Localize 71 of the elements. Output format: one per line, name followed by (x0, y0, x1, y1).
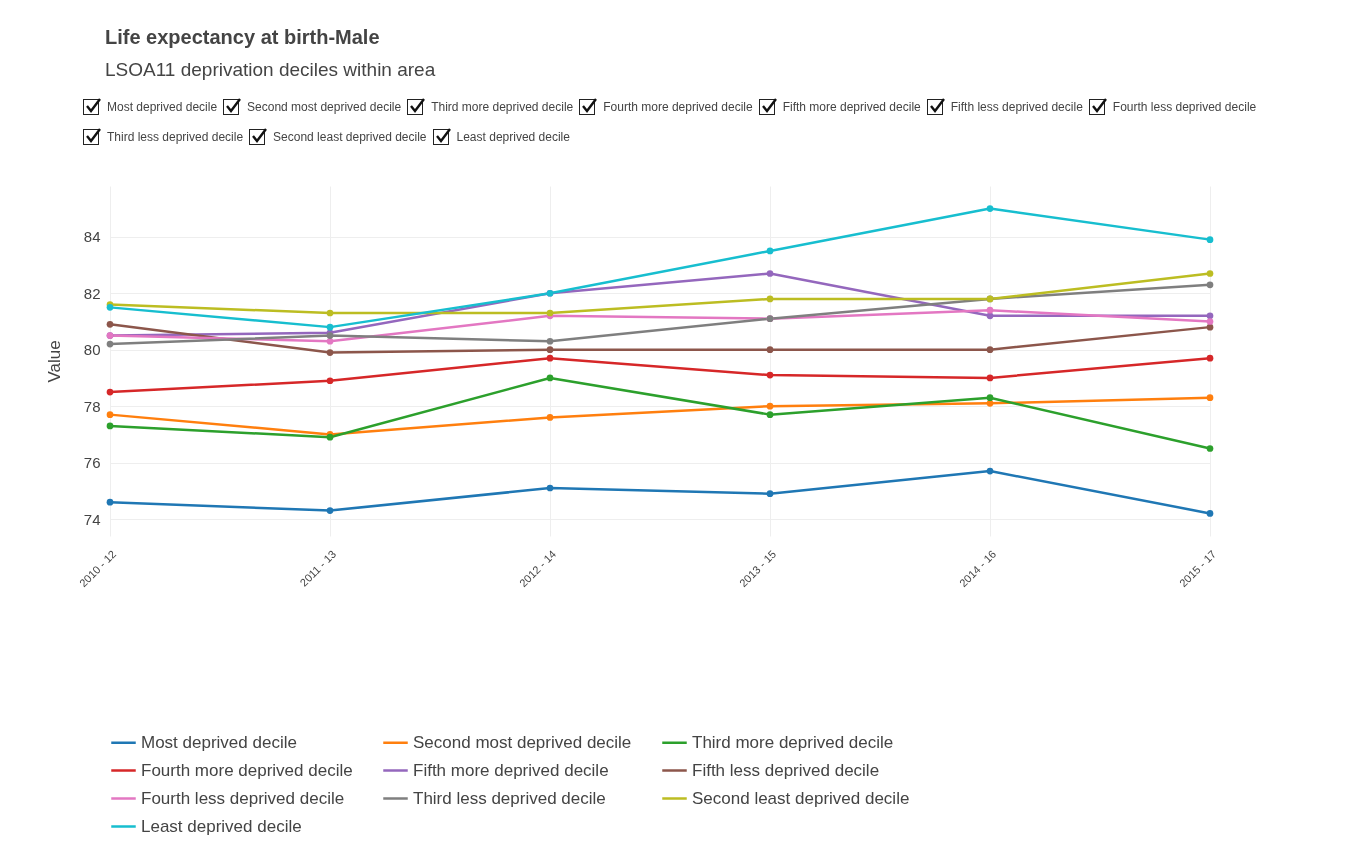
point (1206, 510, 1214, 517)
point (766, 371, 774, 379)
legend-label: Third less deprived decile (413, 788, 606, 808)
point (326, 337, 334, 345)
y-tick-label: 80 (83, 341, 101, 359)
point (766, 411, 774, 418)
text: Fifth more deprived decile (782, 100, 921, 114)
point (986, 394, 994, 402)
point (766, 295, 774, 303)
point (1206, 270, 1214, 277)
point (106, 498, 114, 506)
point (1206, 354, 1214, 362)
legend-label: Fifth less deprived decile (692, 760, 880, 780)
point (326, 377, 334, 385)
point (546, 354, 554, 362)
point (546, 484, 554, 492)
point (766, 402, 774, 410)
y-tick-label: 82 (83, 284, 101, 302)
text: Third less deprived decile (107, 130, 244, 144)
point (546, 374, 554, 382)
point (106, 320, 114, 328)
point (766, 490, 774, 498)
point (1206, 394, 1214, 402)
text: Second least deprived decile (273, 130, 427, 144)
text: Fourth less deprived decile (1112, 100, 1257, 114)
point (106, 422, 114, 430)
point (986, 312, 994, 320)
point (766, 270, 774, 277)
point (986, 306, 994, 314)
point (1206, 236, 1214, 243)
point (1206, 445, 1214, 452)
point (986, 346, 994, 354)
legend-label: Fourth more deprived decile (141, 760, 353, 780)
text: Most deprived decile (107, 100, 218, 114)
legend-label: Most deprived decile (141, 732, 297, 752)
point (106, 340, 114, 348)
point (106, 411, 114, 418)
point (1206, 318, 1214, 325)
text: Second most deprived decile (247, 100, 402, 114)
text: Fourth more deprived decile (603, 100, 753, 114)
point (546, 346, 554, 354)
point (546, 414, 554, 421)
y-axis-title: Value (44, 340, 64, 383)
y-tick-label: 74 (83, 510, 101, 528)
point (986, 467, 994, 475)
text: Least deprived decile (456, 130, 570, 144)
point (986, 374, 994, 382)
point (986, 399, 994, 407)
chart-subtitle: LSOA11 deprivation deciles within area (105, 59, 437, 81)
point (546, 337, 554, 345)
chart-title: Life expectancy at birth-Male (105, 26, 381, 49)
legend-label: Third more deprived decile (692, 732, 894, 752)
point (326, 349, 334, 356)
y-tick-label: 76 (83, 454, 101, 472)
point (1206, 281, 1214, 289)
point (986, 205, 994, 212)
point (766, 247, 774, 255)
y-tick-label: 84 (83, 228, 101, 246)
point (766, 346, 774, 354)
text: Fifth less deprived decile (950, 100, 1083, 114)
text: Third more deprived decile (431, 100, 574, 114)
point (326, 507, 334, 514)
legend-label: Fifth more deprived decile (413, 760, 609, 780)
point (326, 323, 334, 331)
legend-label: Fourth less deprived decile (141, 788, 345, 808)
point (326, 309, 334, 317)
point (106, 388, 114, 396)
legend-label: Second most deprived decile (413, 732, 632, 752)
legend-label: Second least deprived decile (692, 788, 910, 808)
y-tick-label: 78 (83, 397, 101, 415)
legend-label: Least deprived decile (141, 816, 302, 836)
